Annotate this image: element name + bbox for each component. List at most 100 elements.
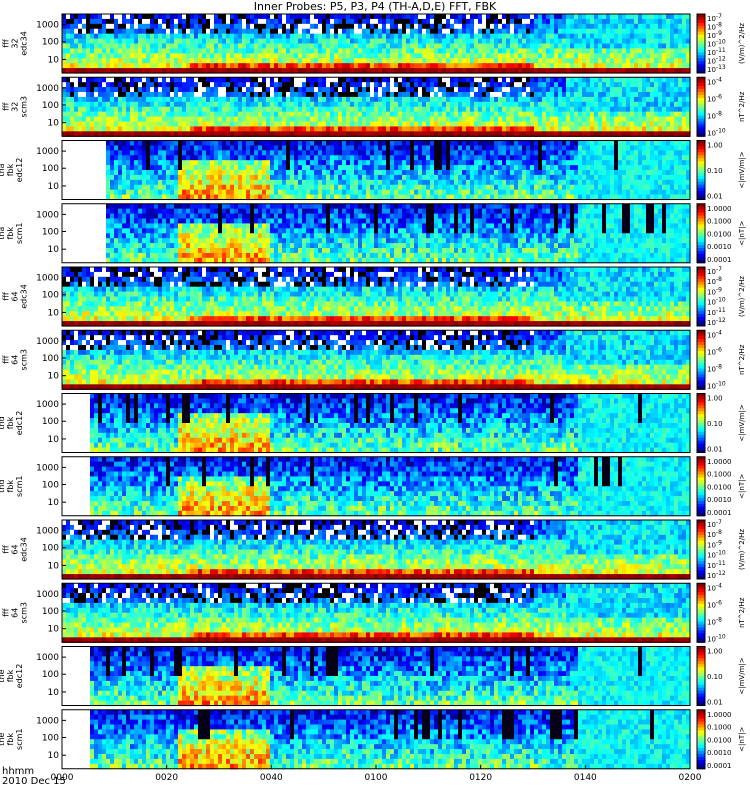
heatmap-cell [654,92,659,98]
heatmap-cell [102,63,107,69]
heatmap-cell [310,44,315,50]
heatmap-cell [266,165,271,171]
heatmap-cell [294,29,299,35]
heatmap-cell [342,145,347,151]
heatmap-cell [478,102,483,108]
heatmap-cell [218,82,223,88]
heatmap-cell [354,175,359,181]
colorbar-segment [697,98,705,101]
heatmap-cell [638,34,643,40]
heatmap-cell [478,141,483,147]
heatmap-cell [234,150,239,156]
heatmap-cell [318,14,323,20]
colorbar-segment [697,80,705,83]
heatmap-cell [214,170,219,176]
heatmap-cell [94,48,99,54]
heatmap-cell [398,39,403,45]
heatmap-cell [582,29,587,35]
heatmap-cell [670,107,675,113]
heatmap-cell [222,82,227,88]
heatmap-cell [206,170,211,176]
heatmap-cell [314,141,319,147]
heatmap-cell [142,87,147,93]
heatmap-cell [238,126,243,132]
heatmap-cell [402,82,407,88]
heatmap-cell [310,24,315,30]
heatmap-cell [330,112,335,118]
heatmap-cell [370,63,375,69]
heatmap-cell [242,77,247,83]
heatmap-cell [86,53,91,59]
heatmap-cell [446,77,451,83]
heatmap-cell [414,53,419,59]
heatmap-cell [618,112,623,118]
heatmap-cell [338,180,343,186]
heatmap-cell [450,92,455,98]
heatmap-cell [534,82,539,88]
heatmap-cell [434,145,439,151]
heatmap-cell [434,58,439,64]
heatmap-cell [470,112,475,118]
heatmap-cell [66,58,71,64]
heatmap-cell [222,24,227,30]
heatmap-cell [566,97,571,103]
heatmap-cell [254,92,259,98]
heatmap-cell [290,63,295,69]
heatmap-cell [394,107,399,113]
heatmap-cell [342,185,347,191]
heatmap-cell [66,14,71,20]
heatmap-cell [90,117,95,123]
heatmap-cell [218,48,223,54]
heatmap-cell [186,102,191,108]
heatmap-cell [538,107,543,113]
heatmap-cell [466,150,471,156]
heatmap-cell [198,19,203,25]
heatmap-cell [166,155,171,161]
heatmap-cell [338,170,343,176]
heatmap-cell [342,97,347,103]
heatmap-cell [542,58,547,64]
heatmap-cell [182,44,187,50]
heatmap-cell [582,48,587,54]
heatmap-cell [466,29,471,35]
colorbar-segment [697,92,705,95]
heatmap-cell [470,19,475,25]
heatmap-cell [102,14,107,20]
heatmap-cell [158,19,163,25]
heatmap-cell [126,170,131,176]
heatmap-cell [442,102,447,108]
heatmap-cell [446,53,451,59]
heatmap-cell [510,19,515,25]
heatmap-cell [242,190,247,196]
heatmap-cell [134,14,139,20]
heatmap-cell [306,97,311,103]
heatmap-cell [294,58,299,64]
heatmap-cell [534,117,539,123]
heatmap-cell [114,19,119,25]
heatmap-cell [482,170,487,176]
heatmap-cell [158,145,163,151]
heatmap-cell [434,107,439,113]
heatmap-cell [410,44,415,50]
heatmap-cell [666,53,671,59]
heatmap-cell [146,190,151,196]
heatmap-cell [206,175,211,181]
heatmap-cell [630,53,635,59]
heatmap-cell [638,82,643,88]
heatmap-cell [678,48,683,54]
heatmap-cell [410,175,415,181]
heatmap-cell [422,150,427,156]
heatmap-cell [106,58,111,64]
heatmap-cell [266,53,271,59]
heatmap-cell [134,160,139,166]
heatmap-cell [142,58,147,64]
heatmap-cell [162,77,167,83]
heatmap-cell [318,112,323,118]
heatmap-cell [242,155,247,161]
heatmap-cell [582,87,587,93]
heatmap-cell [366,190,371,196]
heatmap-cell [246,170,251,176]
heatmap-cell [586,14,591,20]
heatmap-cell [374,34,379,40]
colorbar-segment [697,104,705,107]
